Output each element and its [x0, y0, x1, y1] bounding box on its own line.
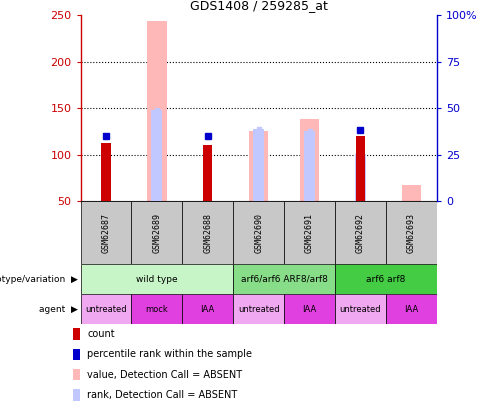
Bar	[355, 154, 366, 201]
Bar	[81, 201, 131, 264]
Text: wild type: wild type	[136, 275, 178, 284]
Text: rank, Detection Call = ABSENT: rank, Detection Call = ABSENT	[87, 390, 237, 400]
Bar	[304, 131, 315, 201]
Text: genotype/variation  ▶: genotype/variation ▶	[0, 275, 78, 284]
Bar	[73, 369, 80, 380]
Bar	[335, 264, 437, 294]
Text: percentile rank within the sample: percentile rank within the sample	[87, 350, 252, 359]
Bar	[249, 131, 268, 201]
Bar	[81, 264, 233, 294]
Bar	[131, 201, 183, 264]
Bar	[284, 294, 335, 324]
Bar	[233, 294, 284, 324]
Text: IAA: IAA	[201, 305, 215, 313]
Bar	[284, 201, 335, 264]
Text: mock: mock	[145, 305, 168, 313]
Text: GSM62687: GSM62687	[102, 213, 110, 253]
Text: arf6/arf6 ARF8/arf8: arf6/arf6 ARF8/arf8	[241, 275, 327, 284]
Bar	[203, 145, 212, 201]
Bar	[151, 110, 163, 201]
Text: count: count	[87, 329, 115, 339]
Text: untreated: untreated	[340, 305, 381, 313]
Bar	[356, 136, 365, 201]
Bar	[253, 129, 264, 201]
Bar	[147, 21, 166, 201]
Text: GSM62688: GSM62688	[203, 213, 212, 253]
Bar	[73, 389, 80, 401]
Bar	[102, 143, 111, 201]
Text: IAA: IAA	[303, 305, 317, 313]
Text: untreated: untreated	[238, 305, 280, 313]
Bar	[73, 328, 80, 340]
Text: GSM62689: GSM62689	[152, 213, 162, 253]
Bar	[386, 294, 437, 324]
Text: value, Detection Call = ABSENT: value, Detection Call = ABSENT	[87, 370, 242, 379]
Bar	[81, 294, 131, 324]
Text: GSM62693: GSM62693	[407, 213, 416, 253]
Text: agent  ▶: agent ▶	[39, 305, 78, 313]
Text: GSM62690: GSM62690	[254, 213, 263, 253]
Text: GSM62691: GSM62691	[305, 213, 314, 253]
Text: untreated: untreated	[85, 305, 127, 313]
Bar	[73, 349, 80, 360]
Bar	[131, 294, 183, 324]
Bar	[233, 201, 284, 264]
Text: arf6 arf8: arf6 arf8	[366, 275, 406, 284]
Bar	[386, 201, 437, 264]
Title: GDS1408 / 259285_at: GDS1408 / 259285_at	[190, 0, 327, 13]
Bar	[183, 294, 233, 324]
Bar	[233, 264, 335, 294]
Text: IAA: IAA	[404, 305, 418, 313]
Bar	[335, 201, 386, 264]
Bar	[300, 119, 319, 201]
Bar	[183, 201, 233, 264]
Bar	[335, 294, 386, 324]
Text: GSM62692: GSM62692	[356, 213, 365, 253]
Bar	[402, 185, 421, 201]
